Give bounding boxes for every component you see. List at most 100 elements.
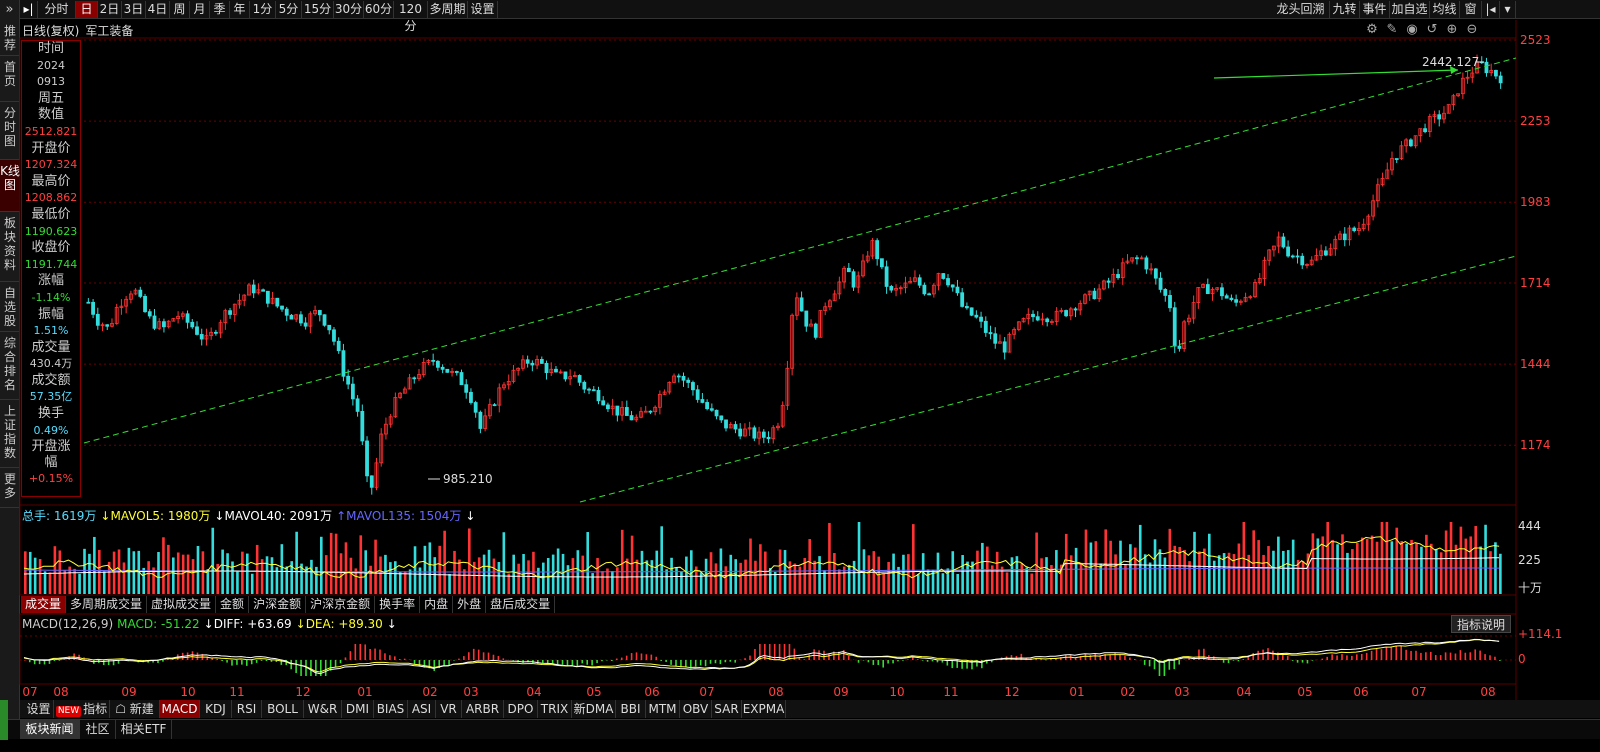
period-6[interactable]: 月 [190,1,210,18]
candle-body [1172,307,1177,347]
reset-icon[interactable]: ↺ [1426,22,1438,37]
period-5[interactable]: 周 [170,1,190,18]
period-2[interactable]: 2日 [98,1,122,18]
indicator-tab-15[interactable]: 新DMA [572,700,616,718]
price-axis-label-2: 1983 [1520,195,1551,209]
macd-bar [280,660,283,665]
volume-bar [482,554,486,594]
nav-item-8[interactable]: 更多 [0,468,20,508]
volume-bar [1267,546,1270,594]
period-9[interactable]: 1分 [250,1,276,18]
bottom-bar-item-2[interactable]: 相关ETF [116,720,172,739]
nav-item-2[interactable]: 分时图 [0,102,20,160]
indicator-tab-10[interactable]: ASI [408,700,436,718]
expand-icon[interactable]: » [5,2,14,17]
toolbar-right-2[interactable]: 事件 [1360,1,1390,18]
period-11[interactable]: 15分 [302,1,334,18]
nav-item-3[interactable]: K线图 [0,160,20,212]
volume-bar [196,545,200,594]
volume-tab-0[interactable]: 成交量 [21,596,67,613]
indicator-tab-1[interactable]: NEW指标广场 [54,700,110,734]
toolbar-right-1[interactable]: 九转 [1330,1,1360,18]
volume-tab-6[interactable]: 换手率 [375,596,421,613]
indicator-tab-4[interactable]: KDJ [200,700,232,718]
macd-bar [601,660,603,662]
macd-bar [1370,650,1373,660]
indicator-tab-2[interactable]: ☖ 新建 [110,700,160,718]
period-4[interactable]: 4日 [146,1,170,18]
toolbar-right-0[interactable]: 龙头回溯 [1272,1,1330,18]
indicator-tab-5[interactable]: RSI [232,700,262,718]
indicator-tab-8[interactable]: DMI [342,700,374,718]
indicator-tab-12[interactable]: ARBR [462,700,504,718]
nav-item-4[interactable]: 板块资料 [0,212,20,282]
volume-tab-3[interactable]: 金额 [216,596,250,613]
indicator-tab-7[interactable]: W&R [304,700,342,718]
volume-tab-2[interactable]: 虚拟成交量 [147,596,217,613]
macd-legend-3: ↓DEA: +89.30 [295,617,383,631]
candle-body [1191,302,1196,319]
nav-item-0[interactable]: 推荐 [0,20,20,56]
nav-item-1[interactable]: 首页 [0,56,20,102]
indicator-help-button[interactable]: 指标说明 [1451,615,1511,633]
volume-tab-5[interactable]: 沪深京金额 [306,596,376,613]
toolbar-right-5[interactable]: 窗 [1460,1,1482,18]
period-12[interactable]: 30分 [334,1,364,18]
period-1[interactable]: 日 [76,1,98,18]
volume-tab-8[interactable]: 外盘 [453,596,487,613]
period-16[interactable]: 设置 [468,1,498,18]
indicator-tab-19[interactable]: SAR [712,700,742,718]
indicator-tab-11[interactable]: VR [436,700,462,718]
eye-icon[interactable]: ◉ [1406,22,1418,37]
period-14[interactable]: 120分 [394,1,428,33]
settings-icon[interactable]: ⚙ [1366,22,1378,37]
bottom-bar-item-1[interactable]: 社区 [80,720,116,739]
indicator-tab-6[interactable]: BOLL [262,700,304,718]
zoom-in-icon[interactable]: ⊕ [1446,22,1458,37]
candle-body [653,406,658,413]
nav-item-6[interactable]: 综合排名 [0,332,20,400]
volume-bar [324,555,328,594]
toolbar-right-3[interactable]: 加自选 [1390,1,1430,18]
volume-bar [685,556,688,594]
volume-tab-4[interactable]: 沪深金额 [249,596,307,613]
info-label-11: 开盘涨幅 [31,439,71,471]
zoom-out-icon[interactable]: ⊖ [1466,22,1478,37]
indicator-tab-18[interactable]: OBV [680,700,712,718]
indicator-tab-14[interactable]: TRIX [538,700,572,718]
indicator-tab-3[interactable]: MACD [160,700,200,718]
period-3[interactable]: 3日 [122,1,146,18]
indicator-tab-9[interactable]: BIAS [374,700,408,718]
period-10[interactable]: 5分 [276,1,302,18]
macd-bar [48,660,51,664]
toolbar-right-4[interactable]: 均线 [1430,1,1460,18]
candle-body [492,404,497,407]
indicator-tab-0[interactable]: 设置 [24,700,54,718]
volume-tab-9[interactable]: 盘后成交量 [486,596,556,613]
indicator-tab-13[interactable]: DPO [504,700,538,718]
volume-tab-1[interactable]: 多周期成交量 [66,596,148,613]
period-7[interactable]: 季 [210,1,230,18]
bottom-bar-item-0[interactable]: 板块新闻 [20,720,80,739]
macd-bar [704,660,707,667]
volume-tab-7[interactable]: 内盘 [420,596,454,613]
indicator-tab-20[interactable]: EXPMA [742,700,786,718]
nav-item-7[interactable]: 上证指数 [0,400,20,468]
indicator-tab-17[interactable]: MTM [646,700,680,718]
candle-body [554,368,558,373]
indicator-tab-16[interactable]: BBI [616,700,646,718]
candle-body [454,371,459,373]
period-0[interactable]: 分时 [38,1,76,18]
prev-icon[interactable]: |◂ [1482,1,1500,18]
macd-bar [1400,645,1402,660]
dropdown-icon[interactable]: ▾ [1500,1,1516,18]
x-axis-month-10: 05 [586,685,601,699]
play-to-end-icon[interactable]: ▸| [20,1,38,18]
period-13[interactable]: 60分 [364,1,394,18]
period-15[interactable]: 多周期 [428,1,468,18]
nav-item-5[interactable]: 自选股 [0,282,20,332]
period-8[interactable]: 年 [230,1,250,18]
draw-icon[interactable]: ✎ [1386,22,1398,37]
volume-bar [655,550,659,594]
